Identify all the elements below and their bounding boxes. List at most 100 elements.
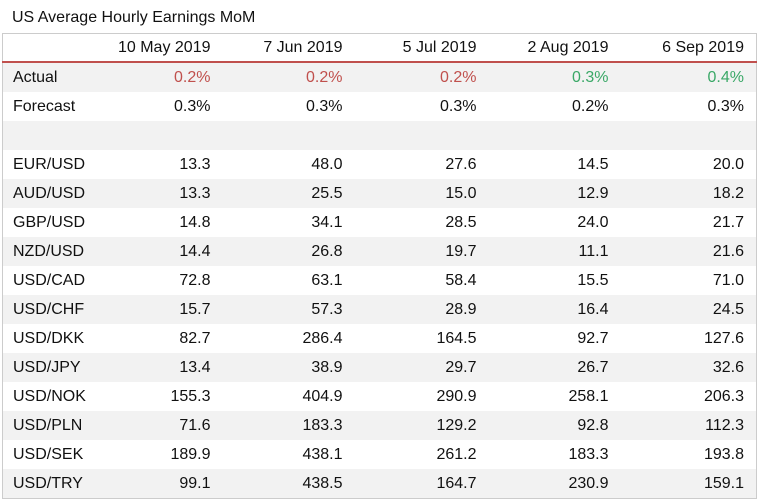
- table-row: USD/JPY 13.4 38.9 29.7 26.7 32.6: [2, 353, 757, 382]
- table-cell: 290.9: [436, 387, 477, 405]
- table-cell: 112.3: [620, 411, 757, 440]
- column-header: 10 May 2019: [90, 33, 223, 63]
- table-cell: 63.1: [311, 271, 343, 289]
- table-cell: 92.8: [488, 411, 621, 440]
- table-cell: 24.5: [620, 295, 757, 324]
- pair-label: USD/CAD: [13, 271, 86, 289]
- table-cell: 16.4: [488, 295, 621, 324]
- pair-label: USD/DKK: [13, 329, 85, 347]
- table-row: USD/SEK 189.9 438.1 261.2 183.3 193.8: [3, 440, 757, 469]
- header-row: 10 May 2019 7 Jun 2019 5 Jul 2019 2 Aug …: [2, 33, 757, 63]
- pair-label: NZD/USD: [2, 237, 91, 266]
- table-title: US Average Hourly Earnings MoM: [12, 9, 256, 26]
- table-cell: 286.4: [302, 329, 343, 347]
- table-row: EUR/USD 13.3 48.0 27.6 14.5 20.0: [3, 150, 757, 179]
- actual-value: 0.4%: [620, 62, 757, 92]
- actual-row: Actual 0.2% 0.2% 0.2% 0.3% 0.4%: [2, 62, 757, 92]
- table-cell: 159.1: [620, 469, 757, 499]
- table-cell: 15.7: [90, 295, 223, 324]
- table-row: NZD/USD 14.4 26.8 19.7 11.1 21.6: [2, 237, 757, 266]
- table-cell: 99.1: [90, 469, 223, 499]
- spacer-row: [2, 121, 757, 150]
- pair-label: GBP/USD: [13, 213, 86, 231]
- table-row: USD/PLN 71.6 183.3 129.2 92.8 112.3: [2, 411, 757, 440]
- pair-label: USD/TRY: [2, 469, 91, 499]
- table-cell: 92.7: [577, 329, 609, 347]
- forecast-value: 0.3%: [440, 97, 477, 115]
- forecast-value: 0.2%: [572, 97, 609, 115]
- table-cell: 155.3: [170, 387, 211, 405]
- actual-value: 0.2%: [90, 62, 223, 92]
- table-cell: 71.6: [90, 411, 223, 440]
- table-cell: 38.9: [222, 353, 355, 382]
- table-row: USD/CHF 15.7 57.3 28.9 16.4 24.5: [2, 295, 757, 324]
- table-cell: 164.5: [436, 329, 477, 347]
- table-cell: 127.6: [703, 329, 744, 347]
- pair-label: USD/PLN: [2, 411, 91, 440]
- table-cell: 28.9: [354, 295, 489, 324]
- pair-label: USD/CHF: [2, 295, 91, 324]
- table-cell: 34.1: [311, 213, 343, 231]
- table-cell: 230.9: [488, 469, 621, 499]
- table-cell: 19.7: [354, 237, 489, 266]
- table-cell: 193.8: [703, 445, 744, 463]
- forecast-value: 0.3%: [306, 97, 343, 115]
- table-cell: 58.4: [445, 271, 477, 289]
- table-cell: 20.0: [712, 155, 744, 173]
- table-cell: 28.5: [445, 213, 477, 231]
- spacer-cell: [2, 121, 91, 150]
- table-cell: 15.0: [354, 179, 489, 208]
- header-corner: [2, 33, 91, 63]
- pair-label: EUR/USD: [13, 155, 86, 173]
- table-row: USD/TRY 99.1 438.5 164.7 230.9 159.1: [2, 469, 757, 499]
- row-label: Forecast: [13, 97, 76, 115]
- actual-value: 0.2%: [222, 62, 355, 92]
- table-cell: 438.5: [222, 469, 355, 499]
- table-cell: 21.7: [712, 213, 744, 231]
- table-cell: 25.5: [222, 179, 355, 208]
- table-cell: 14.4: [90, 237, 223, 266]
- earnings-table: 10 May 2019 7 Jun 2019 5 Jul 2019 2 Aug …: [2, 33, 757, 499]
- table-cell: 27.6: [445, 155, 477, 173]
- table-cell: 29.7: [354, 353, 489, 382]
- pair-label: USD/JPY: [2, 353, 91, 382]
- column-header: 6 Sep 2019: [620, 33, 757, 63]
- table-row: GBP/USD 14.8 34.1 28.5 24.0 21.7: [3, 208, 757, 237]
- table-row: USD/DKK 82.7 286.4 164.5 92.7 127.6: [3, 324, 757, 353]
- table-cell: 11.1: [488, 237, 621, 266]
- actual-value: 0.2%: [354, 62, 489, 92]
- column-header: 5 Jul 2019: [354, 33, 489, 63]
- table-cell: 13.3: [90, 179, 223, 208]
- table-cell: 13.3: [179, 155, 211, 173]
- table-row: AUD/USD 13.3 25.5 15.0 12.9 18.2: [2, 179, 757, 208]
- table-cell: 438.1: [302, 445, 343, 463]
- forecast-value: 0.3%: [174, 97, 211, 115]
- table-cell: 15.5: [577, 271, 609, 289]
- actual-value: 0.3%: [488, 62, 621, 92]
- table-cell: 24.0: [577, 213, 609, 231]
- table-cell: 129.2: [354, 411, 489, 440]
- table-cell: 18.2: [620, 179, 757, 208]
- table-cell: 14.8: [179, 213, 211, 231]
- table-cell: 14.5: [577, 155, 609, 173]
- pair-label: USD/SEK: [13, 445, 84, 463]
- pair-label: AUD/USD: [2, 179, 91, 208]
- table-cell: 71.0: [712, 271, 744, 289]
- table-cell: 183.3: [222, 411, 355, 440]
- table-cell: 183.3: [568, 445, 609, 463]
- table-row: USD/CAD 72.8 63.1 58.4 15.5 71.0: [3, 266, 757, 295]
- column-header: 2 Aug 2019: [488, 33, 621, 63]
- table-cell: 72.8: [179, 271, 211, 289]
- forecast-value: 0.3%: [707, 97, 744, 115]
- table-cell: 26.8: [222, 237, 355, 266]
- table-cell: 261.2: [436, 445, 477, 463]
- table-cell: 12.9: [488, 179, 621, 208]
- table-cell: 82.7: [179, 329, 211, 347]
- table-cell: 13.4: [90, 353, 223, 382]
- table-cell: 164.7: [354, 469, 489, 499]
- column-header: 7 Jun 2019: [222, 33, 355, 63]
- table-cell: 21.6: [620, 237, 757, 266]
- table-cell: 57.3: [222, 295, 355, 324]
- table-cell: 258.1: [568, 387, 609, 405]
